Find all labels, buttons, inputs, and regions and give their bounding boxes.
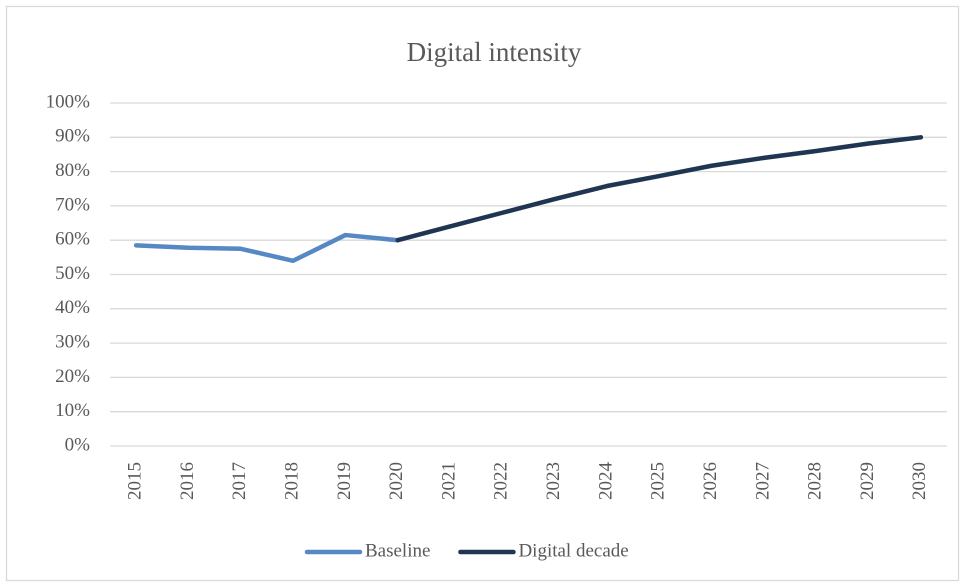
y-tick-label: 100% (46, 91, 91, 112)
series-line (395, 135, 924, 243)
series-line (133, 232, 400, 264)
y-tick-label: 80% (55, 160, 90, 181)
y-tick-label: 60% (55, 229, 90, 250)
y-tick-label: 40% (55, 297, 90, 318)
x-tick-label: 2028 (805, 462, 826, 500)
x-tick-label: 2024 (595, 462, 616, 501)
legend-label: Baseline (365, 540, 430, 561)
y-tick-label: 50% (55, 263, 90, 284)
x-tick-label: 2018 (281, 462, 302, 500)
x-tick-label: 2026 (700, 462, 721, 500)
y-tick-label: 0% (65, 434, 91, 455)
x-tick-label: 2017 (229, 462, 250, 500)
legend-label: Digital decade (518, 540, 628, 561)
x-tick-label: 2015 (125, 462, 146, 500)
x-tick-label: 2021 (438, 462, 459, 500)
y-tick-label: 30% (55, 331, 90, 352)
x-tick-label: 2016 (177, 462, 198, 500)
x-tick-label: 2025 (648, 462, 669, 500)
x-tick-label: 2019 (334, 462, 355, 500)
x-tick-label: 2030 (909, 462, 930, 500)
x-tick-label: 2029 (857, 462, 878, 500)
chart-border (5, 5, 960, 582)
x-tick-label: 2022 (491, 462, 512, 500)
y-tick-label: 10% (55, 400, 90, 421)
x-tick-label: 2023 (543, 462, 564, 500)
x-tick-label: 2027 (752, 462, 773, 500)
y-tick-label: 90% (55, 126, 90, 147)
y-tick-label: 20% (55, 366, 90, 387)
y-tick-label: 70% (55, 194, 90, 215)
chart-title: Digital intensity (407, 37, 582, 67)
x-tick-label: 2020 (386, 462, 407, 500)
